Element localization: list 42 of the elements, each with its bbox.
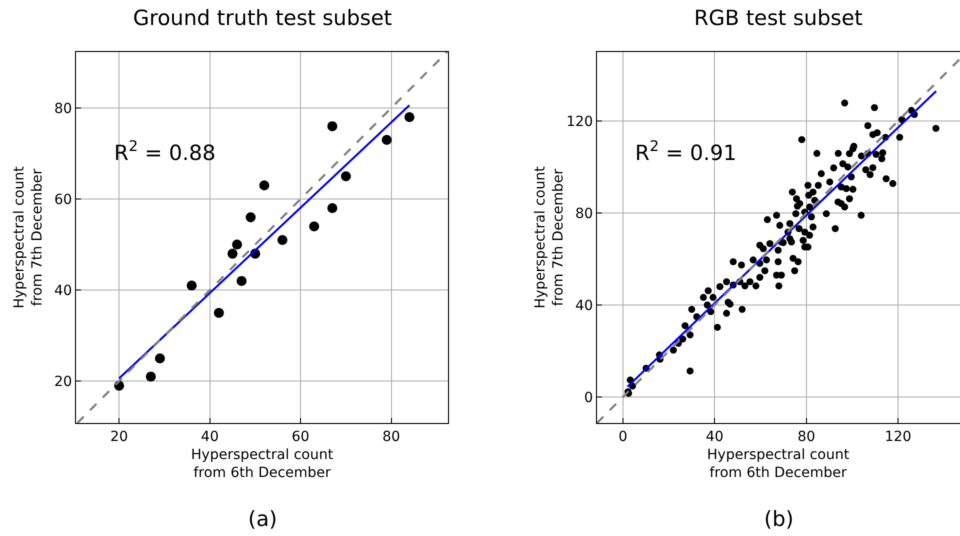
point [146,372,156,382]
x-tick-label: 60 [292,428,310,445]
x-tick-label: 120 [884,428,912,445]
chart-title: RGB test subset [694,6,863,30]
y-tick-label: 40 [575,298,594,314]
y-axis-title: Hyperspectral count from 7th December [12,166,46,308]
x-axis-title: Hyperspectral count from 6th December [191,447,334,482]
point [327,121,338,132]
x-tick-label: 80 [382,428,400,445]
x-tick-label: 20 [110,428,128,445]
point [236,276,247,286]
chart-title: Ground truth test subset [133,6,392,30]
point [340,171,351,182]
y-tick-label: 0 [584,390,594,406]
point [228,248,238,259]
point [214,308,224,318]
point [232,240,242,250]
x-tick-label: 40 [200,428,219,445]
point [277,235,288,245]
y-tick-label: 120 [566,114,594,130]
x-tick-label: 80 [797,428,816,445]
x-tick-label: 0 [618,428,628,445]
point [404,112,414,122]
point [154,353,165,364]
point [327,203,338,214]
x-tick-label: 40 [706,428,724,445]
y-tick-label: 60 [54,192,72,208]
point [259,180,270,190]
point [382,134,392,145]
point [309,221,320,232]
point [246,212,256,222]
annotation: R$^{2}$ = 0.91 [635,138,737,165]
y-tick-label: 20 [54,374,72,390]
y-tick-label: 80 [575,206,594,222]
y-axis-title: Hyperspectral count from 7th December [532,166,567,308]
point [186,280,197,291]
text: (b) [764,507,794,531]
y-tick-label: 80 [54,100,72,117]
y-tick-label: 40 [54,282,72,299]
x-axis-title: Hyperspectral count from 6th December [707,447,850,482]
text: (a) [248,507,278,531]
annotation: R$^{2}$ = 0.88 [114,138,216,165]
